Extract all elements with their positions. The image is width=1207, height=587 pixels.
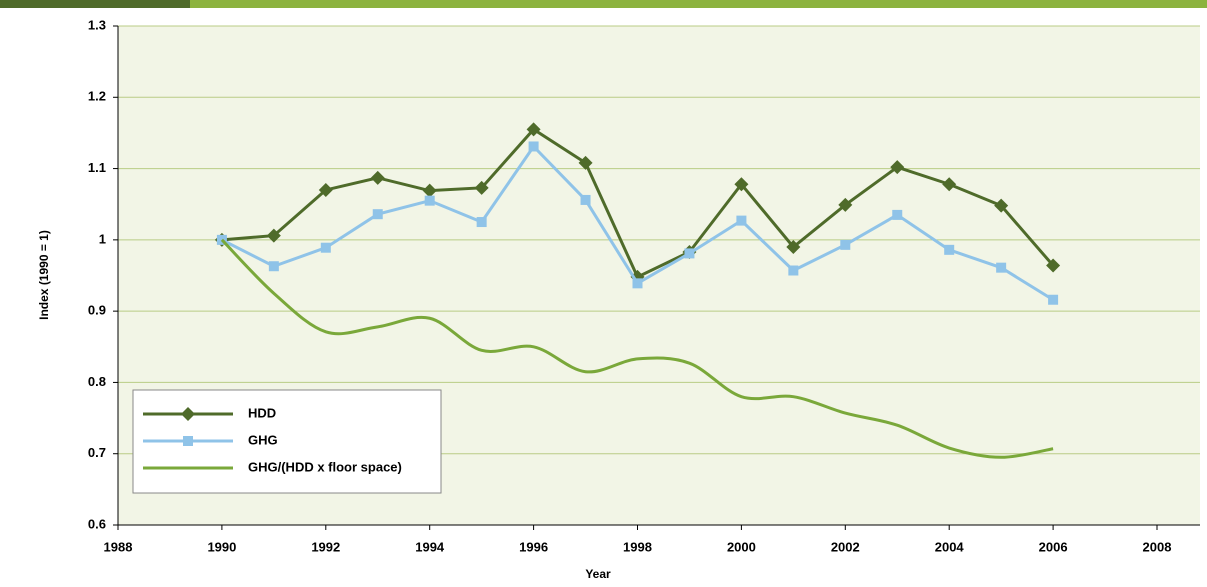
marker-square	[580, 194, 591, 205]
legend-label: HDD	[248, 405, 276, 420]
x-tick-label: 2006	[1039, 539, 1068, 554]
marker-diamond	[890, 160, 905, 175]
marker-diamond	[266, 228, 281, 243]
y-tick-label: 1.1	[88, 160, 106, 175]
marker-square	[528, 141, 539, 152]
top-bar-accent	[0, 0, 190, 8]
marker-diamond	[318, 182, 333, 197]
legend-label: GHG	[248, 432, 278, 447]
marker-diamond	[474, 180, 489, 195]
marker-square	[1048, 294, 1059, 305]
marker-diamond	[526, 122, 541, 137]
marker-square	[632, 278, 643, 289]
x-tick-label: 1992	[311, 539, 340, 554]
y-tick-label: 0.7	[88, 445, 106, 460]
marker-square	[183, 436, 193, 446]
marker-diamond	[994, 198, 1009, 213]
marker-square	[736, 215, 747, 226]
y-tick-label: 1.3	[88, 17, 106, 32]
series-line	[220, 238, 1054, 459]
top-bar	[0, 0, 1207, 8]
x-tick-label: 2000	[727, 539, 756, 554]
x-tick-label: 2002	[831, 539, 860, 554]
marker-diamond	[786, 239, 801, 254]
marker-square	[372, 209, 383, 220]
y-tick-label: 0.6	[88, 516, 106, 531]
x-axis-label: Year	[585, 567, 611, 581]
marker-diamond	[734, 177, 749, 192]
marker-square	[996, 262, 1007, 273]
marker-square	[788, 265, 799, 276]
y-tick-label: 1	[99, 231, 106, 246]
marker-square	[684, 248, 695, 259]
marker-square	[268, 261, 279, 272]
marker-diamond	[578, 155, 593, 170]
x-tick-label: 2008	[1143, 539, 1172, 554]
marker-diamond	[838, 197, 853, 212]
y-tick-label: 1.2	[88, 89, 106, 104]
marker-diamond	[422, 183, 437, 198]
marker-square	[892, 209, 903, 220]
marker-diamond	[942, 177, 957, 192]
marker-square	[424, 195, 435, 206]
y-tick-label: 0.8	[88, 374, 106, 389]
x-tick-label: 1998	[623, 539, 652, 554]
marker-diamond	[1046, 258, 1061, 273]
marker-square	[944, 244, 955, 255]
marker-diamond	[370, 170, 385, 185]
x-tick-label: 1988	[104, 539, 133, 554]
x-tick-label: 2004	[935, 539, 965, 554]
marker-square	[320, 242, 331, 253]
marker-square	[476, 217, 487, 228]
y-tick-label: 0.9	[88, 303, 106, 318]
marker-diamond	[181, 407, 195, 421]
y-axis-label: Index (1990 = 1)	[37, 230, 51, 320]
x-tick-label: 1990	[207, 539, 236, 554]
x-tick-label: 1994	[415, 539, 445, 554]
legend-label: GHG/(HDD x floor space)	[248, 459, 402, 474]
x-tick-label: 1996	[519, 539, 548, 554]
marker-square	[840, 239, 851, 250]
